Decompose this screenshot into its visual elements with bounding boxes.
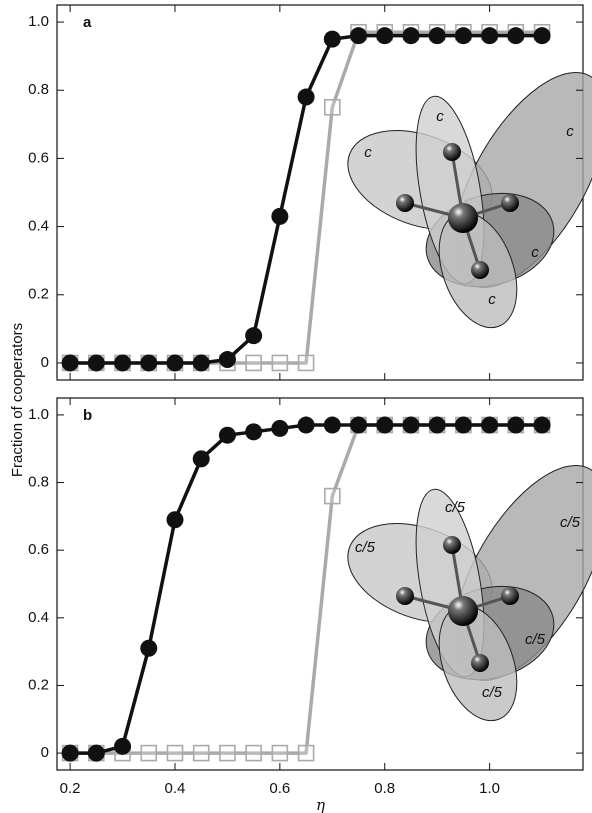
circle-marker [376, 416, 394, 434]
square-marker [271, 744, 289, 762]
inset-node [443, 536, 461, 554]
square-marker [323, 487, 341, 505]
circle-marker [271, 419, 289, 437]
x-tick-label: 0.8 [374, 780, 395, 797]
inset-node [471, 654, 489, 672]
square-marker [271, 354, 289, 372]
inset-label: c [436, 108, 444, 125]
inset-label: c [531, 244, 539, 261]
y-tick-label: 0.6 [28, 541, 49, 558]
y-tick-label: 0.4 [28, 218, 49, 235]
circle-marker [533, 27, 551, 45]
circle-marker [114, 737, 132, 755]
circle-marker [428, 27, 446, 45]
circle-marker [323, 30, 341, 48]
circle-marker [376, 27, 394, 45]
y-tick-label: 0 [41, 354, 49, 371]
inset-node [501, 587, 519, 605]
x-tick-label: 0.4 [165, 780, 186, 797]
circle-marker [350, 416, 368, 434]
circle-marker [87, 744, 105, 762]
circle-marker [87, 354, 105, 372]
x-tick-label: 0.6 [269, 780, 290, 797]
panel-label: a [83, 14, 92, 31]
inset-diagram: c c c c c [347, 72, 592, 329]
circle-marker [218, 351, 236, 369]
inset-node [471, 261, 489, 279]
circle-marker [140, 639, 158, 657]
y-tick-label: 0.8 [28, 474, 49, 491]
y-tick-label: 1.0 [28, 13, 49, 30]
circle-marker [297, 416, 315, 434]
circle-marker [481, 27, 499, 45]
circle-marker [297, 88, 315, 106]
circle-marker [454, 27, 472, 45]
circle-marker [218, 426, 236, 444]
inset-label: c/5 [482, 684, 503, 701]
circle-marker [350, 27, 368, 45]
circle-marker [323, 416, 341, 434]
circle-marker [428, 416, 446, 434]
inset-node [396, 587, 414, 605]
circle-marker [61, 354, 79, 372]
circle-marker [507, 416, 525, 434]
square-marker [245, 744, 262, 762]
circle-marker [140, 354, 158, 372]
square-marker [166, 744, 184, 762]
circle-marker [402, 416, 420, 434]
circle-marker [166, 511, 184, 529]
y-axis-label: Fraction of cooperators [9, 323, 26, 477]
circle-marker [61, 744, 79, 762]
inset-label: c/5 [525, 631, 546, 648]
square-marker [323, 98, 341, 116]
circle-marker [454, 416, 472, 434]
circle-marker [245, 423, 263, 441]
y-tick-label: 0.2 [28, 676, 49, 693]
inset-label: c [364, 144, 372, 161]
square-marker [140, 744, 158, 762]
y-tick-label: 0.4 [28, 609, 49, 626]
inset-node [501, 194, 519, 212]
square-marker [192, 744, 210, 762]
circle-marker [271, 207, 289, 225]
inset-node [448, 203, 478, 233]
inset-diagram: c/5 c/5 c/5 c/5 c/5 [347, 465, 592, 722]
circle-marker [402, 27, 420, 45]
circle-marker [166, 354, 184, 372]
inset-node [396, 194, 414, 212]
x-tick-label: 1.0 [479, 780, 500, 797]
inset-label: c [566, 123, 574, 140]
y-tick-label: 1.0 [28, 406, 49, 423]
inset-label: c/5 [355, 539, 376, 556]
circle-marker [192, 354, 210, 372]
panel-label: b [83, 407, 92, 424]
circle-marker [192, 450, 210, 468]
circle-marker [245, 327, 263, 345]
x-axis-label: η [316, 796, 325, 813]
circle-marker [533, 416, 551, 434]
y-tick-label: 0.2 [28, 286, 49, 303]
y-tick-label: 0 [41, 744, 49, 761]
inset-label: c [488, 291, 496, 308]
y-tick-label: 0.6 [28, 149, 49, 166]
square-marker [297, 354, 315, 372]
square-marker [297, 744, 315, 762]
inset-node [443, 143, 461, 161]
square-marker [245, 354, 262, 372]
inset-label: c/5 [560, 514, 581, 531]
inset-node [448, 596, 478, 626]
x-tick-label: 0.2 [60, 780, 81, 797]
inset-label: c/5 [445, 499, 466, 516]
circle-marker [114, 354, 132, 372]
square-marker [219, 744, 236, 762]
y-tick-label: 0.8 [28, 81, 49, 98]
circle-marker [481, 416, 499, 434]
circle-marker [507, 27, 525, 45]
